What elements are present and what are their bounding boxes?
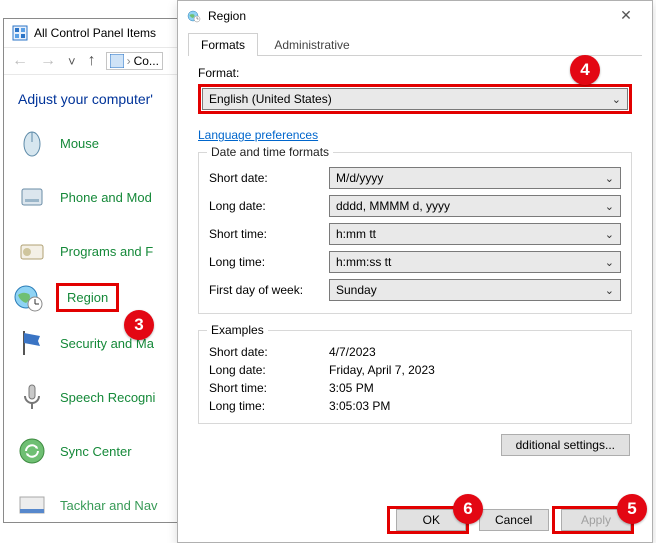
long-date-label: Long date: — [209, 199, 329, 213]
programs-icon — [16, 235, 48, 267]
cp-toolbar: ← → ˅ ↑ › Co... — [4, 47, 190, 75]
ex-long-date-label: Long date: — [209, 363, 329, 377]
back-button[interactable]: ← — [10, 52, 30, 70]
short-date-label: Short date: — [209, 171, 329, 185]
sidebar-item-taskbar-and-navigation[interactable]: Tackhar and Nav — [12, 481, 182, 529]
long-date-select[interactable]: dddd, MMMM d, yyyy ⌄ — [329, 195, 621, 217]
dlg-title: Region — [208, 9, 608, 23]
long-time-value: h:mm:ss tt — [336, 255, 391, 269]
first-dow-value: Sunday — [336, 283, 377, 297]
tabstrip: Formats Administrative — [188, 32, 642, 56]
microphone-icon — [16, 381, 48, 413]
tab-administrative[interactable]: Administrative — [261, 33, 362, 56]
sidebar-item-security-and-maintenance[interactable]: Security and Ma — [12, 319, 182, 367]
long-time-label: Long time: — [209, 255, 329, 269]
sidebar-item-label: Programs and F — [60, 244, 153, 259]
control-panel-small-icon — [110, 54, 124, 68]
short-time-value: h:mm tt — [336, 227, 376, 241]
chevron-down-icon: ⌄ — [605, 256, 614, 269]
short-time-select[interactable]: h:mm tt ⌄ — [329, 223, 621, 245]
ex-short-time-value: 3:05 PM — [329, 381, 374, 395]
chevron-down-icon: ⌄ — [605, 200, 614, 213]
ex-short-time-label: Short time: — [209, 381, 329, 395]
examples-title: Examples — [207, 323, 268, 337]
control-panel-window: All Control Panel Items ← → ˅ ↑ › Co... … — [3, 18, 191, 523]
sidebar-item-programs-and-features[interactable]: Programs and F — [12, 227, 182, 275]
dlg-footer: OK Cancel Apply — [178, 506, 652, 534]
short-time-label: Short time: — [209, 227, 329, 241]
cp-title: All Control Panel Items — [34, 26, 156, 40]
sidebar-item-region[interactable]: Region — [12, 281, 182, 313]
ex-long-date-value: Friday, April 7, 2023 — [329, 363, 435, 377]
badge-6: 6 — [453, 494, 483, 524]
flag-icon — [16, 327, 48, 359]
cp-list: Mouse Phone and Mod Programs and F Regio… — [4, 119, 190, 529]
ex-long-time-label: Long time: — [209, 399, 329, 413]
address-text: Co... — [134, 54, 159, 68]
long-date-value: dddd, MMMM d, yyyy — [336, 199, 450, 213]
format-label: Format: — [198, 66, 632, 80]
examples-group: Examples Short date:4/7/2023 Long date:F… — [198, 330, 632, 424]
chevron-down-icon: ⌄ — [605, 228, 614, 241]
sidebar-item-phone-and-modem[interactable]: Phone and Mod — [12, 173, 182, 221]
sidebar-item-label: Region — [67, 290, 108, 305]
ex-short-date-label: Short date: — [209, 345, 329, 359]
dlg-titlebar: Region ✕ — [178, 1, 652, 30]
sidebar-item-label: Sync Center — [60, 444, 132, 459]
first-dow-label: First day of week: — [209, 283, 329, 297]
additional-settings-button[interactable]: dditional settings... — [501, 434, 630, 456]
date-time-formats-group: Date and time formats Short date: M/d/yy… — [198, 152, 632, 314]
region-icon — [12, 281, 44, 313]
region-small-icon — [186, 8, 202, 24]
mouse-icon — [16, 127, 48, 159]
control-panel-icon — [12, 25, 28, 41]
dtf-title: Date and time formats — [207, 145, 333, 159]
sidebar-item-speech-recognition[interactable]: Speech Recogni — [12, 373, 182, 421]
sidebar-item-label: Mouse — [60, 136, 99, 151]
format-highlight: English (United States) ⌄ — [198, 84, 632, 114]
long-time-select[interactable]: h:mm:ss tt ⌄ — [329, 251, 621, 273]
sidebar-item-label: Speech Recogni — [60, 390, 155, 405]
ex-short-date-value: 4/7/2023 — [329, 345, 376, 359]
taskbar-icon — [16, 489, 48, 521]
first-dow-select[interactable]: Sunday ⌄ — [329, 279, 621, 301]
cancel-button[interactable]: Cancel — [479, 509, 549, 531]
sidebar-item-label: Phone and Mod — [60, 190, 152, 205]
chevron-down-icon: ⌄ — [605, 284, 614, 297]
sync-icon — [16, 435, 48, 467]
dlg-body: Format: English (United States) ⌄ Langua… — [178, 56, 652, 456]
sidebar-item-label: Tackhar and Nav — [60, 498, 158, 513]
address-bar[interactable]: › Co... — [106, 52, 163, 70]
phone-icon — [16, 181, 48, 213]
chevron-down-icon: ⌄ — [605, 172, 614, 185]
close-button[interactable]: ✕ — [608, 7, 644, 24]
ex-long-time-value: 3:05:03 PM — [329, 399, 390, 413]
sidebar-item-sync-center[interactable]: Sync Center — [12, 427, 182, 475]
tab-formats[interactable]: Formats — [188, 33, 258, 56]
cp-titlebar: All Control Panel Items — [4, 19, 190, 47]
forward-button[interactable]: → — [38, 52, 58, 70]
format-value: English (United States) — [209, 92, 332, 106]
badge-4: 4 — [570, 55, 600, 85]
badge-3: 3 — [124, 310, 154, 340]
short-date-select[interactable]: M/d/yyyy ⌄ — [329, 167, 621, 189]
format-select[interactable]: English (United States) ⌄ — [202, 88, 628, 110]
short-date-value: M/d/yyyy — [336, 171, 383, 185]
language-preferences-link[interactable]: Language preferences — [198, 128, 318, 142]
badge-5: 5 — [617, 494, 647, 524]
up-arrow-button[interactable]: ↑ — [86, 52, 98, 70]
chevron-down-icon: ⌄ — [612, 93, 621, 106]
up-button[interactable]: ˅ — [66, 54, 78, 69]
sidebar-item-mouse[interactable]: Mouse — [12, 119, 182, 167]
cp-heading: Adjust your computer' — [4, 75, 190, 113]
